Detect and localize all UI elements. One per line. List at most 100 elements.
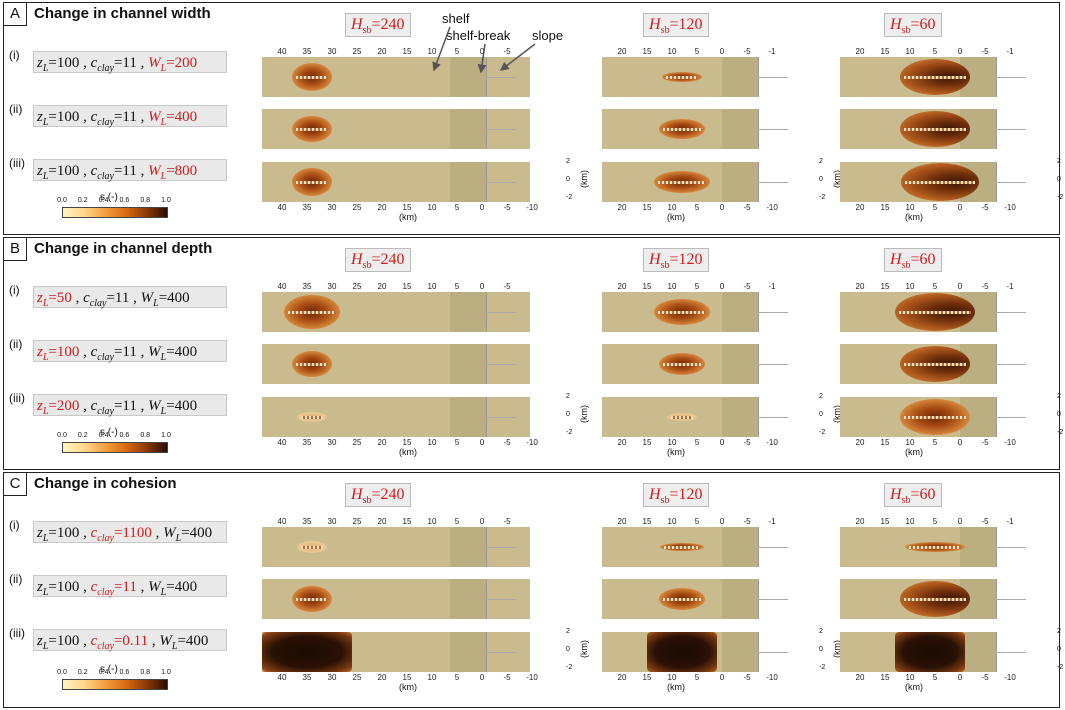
x-axis-label: (km) xyxy=(905,682,923,692)
x-tick-label: 10 xyxy=(427,438,437,447)
x-tick-label: 0 xyxy=(957,517,963,526)
x-tick-label: 25 xyxy=(352,47,362,56)
separator: , xyxy=(79,55,91,71)
param-z-subscript: L xyxy=(42,298,49,309)
seafloor-plot xyxy=(262,397,530,437)
equals-sign: = xyxy=(177,633,186,649)
wireframe-line xyxy=(486,129,516,130)
x-tick-label: 40 xyxy=(277,203,287,212)
panel-title: Change in channel depth xyxy=(34,240,213,257)
x-tick-label: -10 xyxy=(766,438,778,447)
param-w: WL=400 xyxy=(141,290,190,309)
equals-sign: = xyxy=(113,109,123,125)
slope-area xyxy=(722,527,759,567)
y-tick-label: -2 xyxy=(1057,194,1064,201)
slope-area xyxy=(722,344,759,384)
param-z: zL=100 xyxy=(37,55,79,74)
seafloor-plot xyxy=(840,527,1026,567)
seafloor-plot xyxy=(602,397,788,437)
param-z: zL=100 xyxy=(37,579,80,598)
hsb-subscript: sb xyxy=(901,25,911,37)
x-tick-label: 20 xyxy=(855,673,865,682)
x-tick-label: -1 xyxy=(768,47,776,56)
param-z-value: 100 xyxy=(56,579,80,595)
hsb-value: =60 xyxy=(910,251,936,268)
param-c-value: 11 xyxy=(122,344,137,360)
param-c: cclay=11 xyxy=(90,398,137,417)
slope-area xyxy=(450,109,486,149)
equals-sign: = xyxy=(166,109,175,125)
param-w-value: 400 xyxy=(174,398,198,414)
equals-sign: = xyxy=(181,525,190,541)
y-tick-label: -2 xyxy=(1057,664,1064,671)
param-c-value: 11 xyxy=(122,579,137,595)
slope-area xyxy=(722,632,759,672)
colorbar-tick: 0.8 xyxy=(140,432,151,439)
hsb-label: Hsb=240 xyxy=(345,13,411,37)
y-tick-label: 2 xyxy=(819,393,823,400)
seafloor-plot xyxy=(840,344,1026,384)
equals-sign: = xyxy=(113,55,123,71)
row-number: (ii) xyxy=(9,102,23,116)
wireframe-line xyxy=(758,77,788,78)
param-c: cclay=11 xyxy=(91,55,137,74)
channel-marker xyxy=(664,546,700,549)
x-tick-label: 0 xyxy=(957,47,963,56)
channel-marker xyxy=(904,76,966,79)
y-tick-label: 0 xyxy=(1057,646,1061,653)
x-tick-label: 0 xyxy=(479,438,485,447)
row-number: (i) xyxy=(9,518,20,532)
colorbar-tick: 0.6 xyxy=(119,432,130,439)
x-tick-label: 35 xyxy=(302,673,312,682)
wireframe-line xyxy=(486,417,516,418)
seafloor-plot xyxy=(262,527,530,567)
wireframe-line xyxy=(758,182,788,183)
x-tick-label: -5 xyxy=(981,47,989,56)
equals-sign: = xyxy=(166,55,175,71)
hsb-subscript: sb xyxy=(660,260,670,272)
parameter-box: zL=50 , cclay=11 , WL=400 xyxy=(33,286,227,309)
param-w-symbol: W xyxy=(159,633,172,649)
panel-title: Change in channel width xyxy=(34,5,211,22)
colorbar-tick: 0.4 xyxy=(98,669,109,676)
x-tick-label: 0 xyxy=(719,517,725,526)
param-c-symbol: c xyxy=(90,398,98,414)
channel-marker xyxy=(658,311,706,314)
wireframe-line xyxy=(758,417,788,418)
hsb-value: =240 xyxy=(371,16,405,33)
x-tick-label: 0 xyxy=(957,203,963,212)
x-tick-label: 5 xyxy=(932,47,938,56)
x-tick-label: -5 xyxy=(981,673,989,682)
x-tick-label: 15 xyxy=(402,282,412,291)
x-tick-label: -5 xyxy=(743,47,751,56)
hsb-subscript: sb xyxy=(660,495,670,507)
channel-marker xyxy=(288,311,336,314)
hsb-label: Hsb=60 xyxy=(884,13,942,37)
x-tick-label: 30 xyxy=(327,203,337,212)
slope-area xyxy=(722,162,759,202)
wireframe-line xyxy=(758,599,788,600)
param-w-value: 400 xyxy=(174,579,198,595)
hsb-subscript: sb xyxy=(362,25,372,37)
parameter-box: zL=100 , cclay=11 , WL=800 xyxy=(33,159,227,182)
param-z-value: 200 xyxy=(56,398,80,414)
equals-sign: = xyxy=(166,398,175,414)
param-z-symbol: z xyxy=(37,109,43,125)
channel-marker xyxy=(904,598,966,601)
param-c: cclay=11 xyxy=(91,579,137,598)
hsb-symbol: H xyxy=(890,16,902,33)
seafloor-plot xyxy=(262,109,530,149)
param-z-subscript: L xyxy=(42,63,49,74)
x-tick-label: -10 xyxy=(766,203,778,212)
x-tick-label: -10 xyxy=(526,673,538,682)
x-tick-label: 5 xyxy=(932,438,938,447)
equals-sign: = xyxy=(166,163,175,179)
y-tick-label: -2 xyxy=(819,194,826,201)
param-c-subscript: clay xyxy=(97,587,114,598)
seafloor-plot xyxy=(262,579,530,619)
separator: , xyxy=(136,163,149,179)
y-tick-label: 2 xyxy=(1057,393,1061,400)
param-c-subscript: clay xyxy=(97,171,114,182)
param-z: zL=200 xyxy=(37,398,80,417)
x-tick-label: 5 xyxy=(694,282,700,291)
